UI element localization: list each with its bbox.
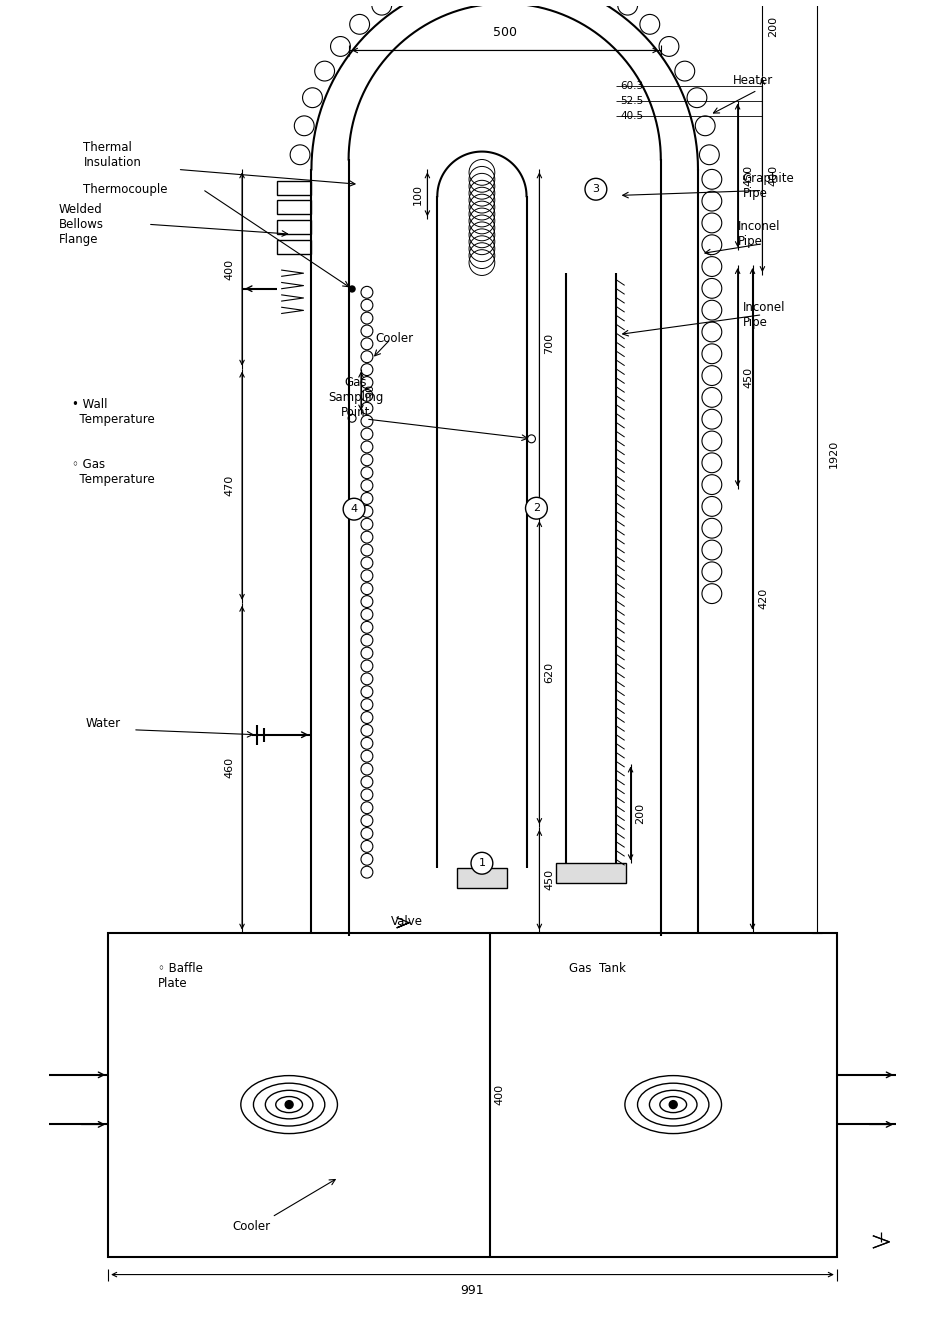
Text: 420: 420 bbox=[758, 588, 767, 609]
Text: Gas  Tank: Gas Tank bbox=[568, 963, 625, 975]
Text: 3: 3 bbox=[592, 185, 598, 194]
Text: Thermal
Insulation: Thermal Insulation bbox=[83, 141, 142, 169]
Text: Graphite
Pipe: Graphite Pipe bbox=[742, 172, 794, 199]
Text: Gas
Sampling
Point: Gas Sampling Point bbox=[328, 376, 383, 419]
Circle shape bbox=[584, 178, 606, 199]
Text: 470: 470 bbox=[224, 475, 234, 496]
Circle shape bbox=[348, 286, 355, 293]
Text: 400: 400 bbox=[767, 165, 778, 186]
Circle shape bbox=[525, 497, 547, 519]
Text: 1: 1 bbox=[478, 858, 485, 868]
Circle shape bbox=[668, 1101, 677, 1108]
Bar bbox=[277, 201, 312, 214]
Bar bbox=[109, 932, 835, 1257]
Text: 1920: 1920 bbox=[828, 440, 838, 468]
Text: 2: 2 bbox=[532, 503, 539, 513]
Text: 400: 400 bbox=[495, 1084, 504, 1105]
Text: ◦ Baffle
Plate: ◦ Baffle Plate bbox=[158, 963, 202, 991]
Text: 500: 500 bbox=[493, 25, 516, 39]
Text: 450: 450 bbox=[544, 870, 554, 890]
Text: Heater: Heater bbox=[732, 73, 772, 86]
Circle shape bbox=[343, 499, 364, 520]
Text: Inconel
Pipe: Inconel Pipe bbox=[742, 301, 784, 329]
Text: 460: 460 bbox=[224, 757, 234, 778]
Circle shape bbox=[470, 853, 493, 874]
Bar bbox=[277, 221, 312, 234]
Text: ◦ Gas
  Temperature: ◦ Gas Temperature bbox=[72, 458, 154, 485]
Text: Cooler: Cooler bbox=[376, 332, 413, 346]
Text: Thermocouple: Thermocouple bbox=[83, 182, 168, 196]
Text: 991: 991 bbox=[461, 1285, 484, 1298]
Text: 400: 400 bbox=[224, 258, 234, 279]
Text: 60.3: 60.3 bbox=[620, 81, 643, 90]
Text: Water: Water bbox=[85, 717, 121, 730]
Bar bbox=[457, 868, 506, 888]
Text: 700: 700 bbox=[544, 334, 554, 354]
Text: 620: 620 bbox=[544, 662, 554, 684]
Text: 52.5: 52.5 bbox=[620, 96, 643, 105]
Text: 90: 90 bbox=[364, 384, 375, 398]
Text: 450: 450 bbox=[743, 165, 752, 186]
Text: 4: 4 bbox=[350, 504, 357, 515]
Text: • Wall
  Temperature: • Wall Temperature bbox=[72, 399, 154, 427]
Text: Welded
Bellows
Flange: Welded Bellows Flange bbox=[59, 202, 104, 246]
Text: Valve: Valve bbox=[390, 915, 422, 927]
Text: 200: 200 bbox=[635, 803, 645, 825]
Bar bbox=[277, 241, 312, 254]
Text: 200: 200 bbox=[767, 16, 778, 36]
Text: 100: 100 bbox=[412, 184, 422, 205]
Text: Inconel
Pipe: Inconel Pipe bbox=[737, 219, 780, 247]
Text: 40.5: 40.5 bbox=[620, 110, 643, 121]
Text: Cooler: Cooler bbox=[232, 1221, 270, 1233]
Bar bbox=[556, 863, 625, 883]
Bar bbox=[277, 181, 312, 194]
Circle shape bbox=[285, 1101, 293, 1108]
Text: 450: 450 bbox=[743, 367, 752, 388]
